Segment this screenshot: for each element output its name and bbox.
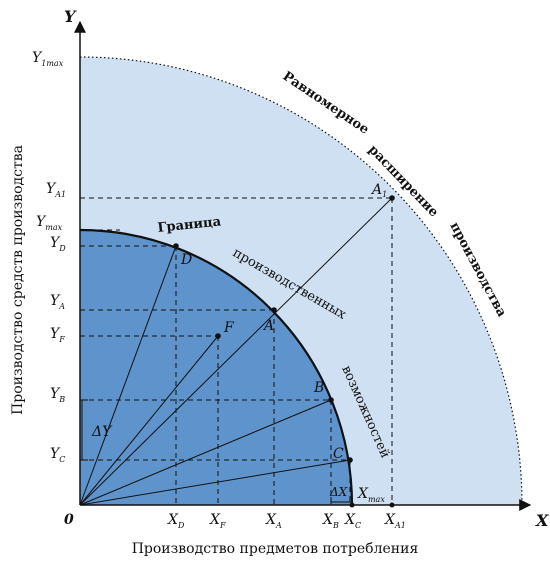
point-f-dot: [215, 333, 221, 339]
ytick-yc: YC: [50, 446, 65, 464]
ray-a-a1: [79, 197, 393, 506]
x-axis-letter: X: [535, 511, 549, 530]
xtick-xf: XF: [209, 512, 226, 530]
label-d: D: [180, 252, 192, 268]
delta-y-label: ΔY: [91, 424, 113, 440]
inner-label-1: Граница: [157, 214, 222, 236]
ytick-ymax: Ymax: [36, 214, 63, 232]
delta-x-bracket: [330, 497, 351, 503]
label-a1: A1: [370, 182, 387, 199]
label-b: B: [313, 380, 324, 396]
ytick-y1max: Y1max: [32, 50, 64, 68]
y-axis-letter: Y: [64, 7, 77, 26]
point-a-dot: [271, 307, 277, 313]
ray-d: [79, 245, 177, 506]
y-axis-title: Производство средств производства: [10, 145, 26, 415]
point-a1-dot: [389, 195, 395, 201]
xtick-xb: XB: [322, 512, 339, 530]
xtick-xa1: XA1: [384, 512, 406, 530]
ytick-yf: YF: [50, 326, 65, 344]
xtick-xd: XD: [167, 512, 185, 530]
xtick-xc: XC: [344, 512, 361, 530]
ytick-yd: YD: [50, 235, 66, 253]
ray-f: [79, 335, 219, 506]
ytick-ya1: YA1: [46, 181, 66, 199]
point-c-dot: [347, 457, 353, 463]
inner-ppf-region: [80, 230, 352, 505]
label-f: F: [223, 320, 235, 336]
xtick-xmax: Xmax: [357, 486, 385, 504]
origin-label: 0: [64, 512, 74, 528]
point-d-dot: [173, 243, 179, 249]
delta-x-label: ΔX: [329, 485, 348, 499]
xmax-dot: [349, 502, 355, 508]
label-c: C: [333, 446, 344, 462]
outer-ppf-curve: [79, 56, 523, 506]
ytick-yb: YB: [50, 386, 65, 404]
ray-b: [79, 399, 332, 506]
x-axis-title: Производство предметов потребления: [132, 541, 419, 557]
ytick-ya: YA: [50, 293, 65, 311]
point-b-dot: [328, 397, 334, 403]
label-a: A: [262, 318, 274, 334]
xa1-dot: [389, 502, 395, 508]
delta-y-bracket: [81, 399, 88, 461]
ray-c: [79, 459, 351, 506]
xtick-xa: XA: [265, 512, 282, 530]
